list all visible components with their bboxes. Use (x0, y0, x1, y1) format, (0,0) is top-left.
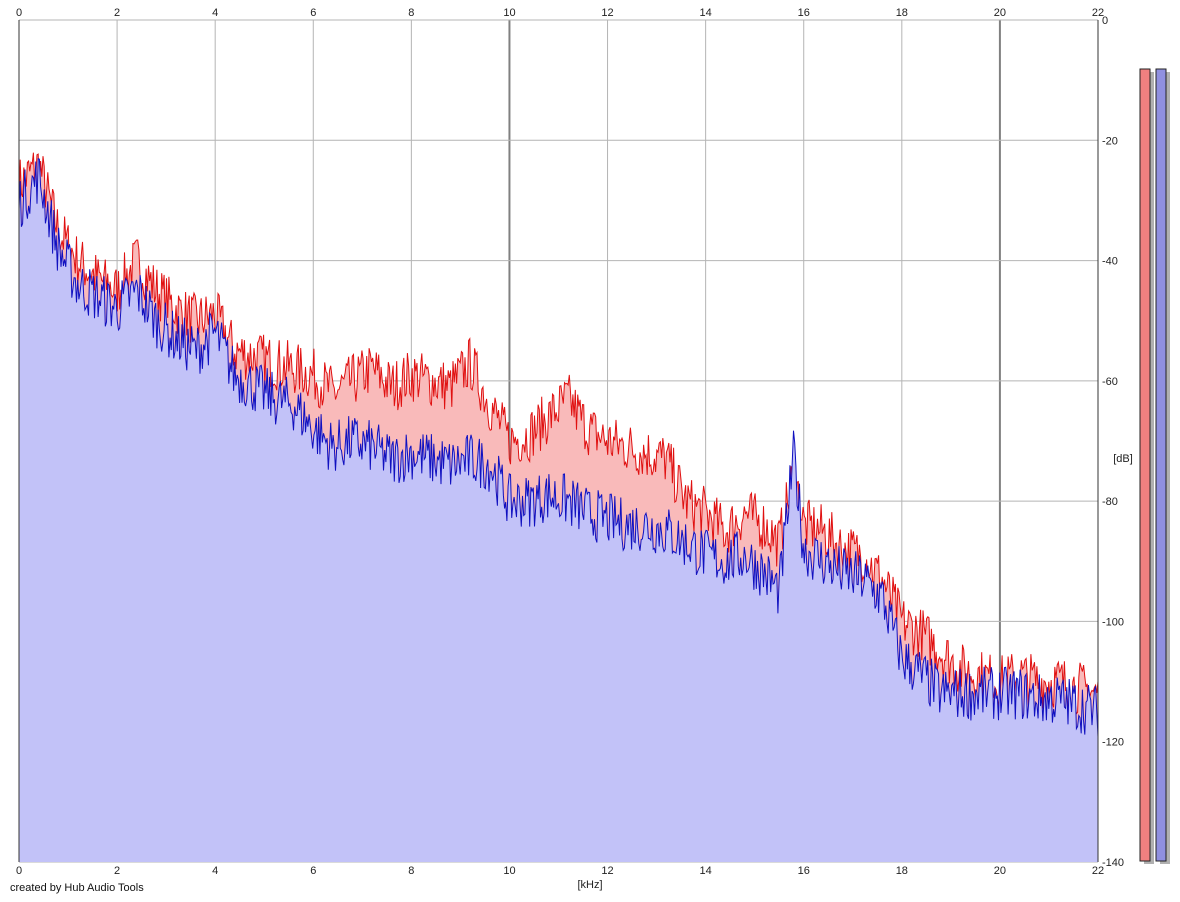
x-tick-label-bottom: 12 (601, 865, 613, 877)
series-area-right (19, 158, 1098, 863)
x-tick-labels-bottom: 0 2 4 6 8 10 12 14 16 18 20 22 (16, 865, 1104, 877)
x-tick-label-top: 22 (1092, 7, 1104, 19)
x-tick-label-bottom: 8 (408, 865, 414, 877)
x-tick-label-bottom: 6 (310, 865, 316, 877)
x-tick-label-top: 14 (700, 7, 712, 19)
level-meters (1139, 68, 1170, 864)
x-tick-label-top: 8 (408, 7, 414, 19)
x-tick-label-bottom: 0 (16, 865, 22, 877)
x-tick-label-top: 10 (503, 7, 515, 19)
x-tick-label-top: 18 (896, 7, 908, 19)
y-tick-label: -40 (1102, 256, 1118, 268)
x-tick-label-bottom: 14 (700, 865, 712, 877)
spectrum-areas (18, 152, 1099, 863)
x-tick-label-bottom: 18 (896, 865, 908, 877)
x-tick-label-bottom: 2 (114, 865, 120, 877)
x-tick-label-top: 0 (16, 7, 22, 19)
y-tick-labels: 0 -20 -40 -60 -80 -100 -120 -140 (1102, 15, 1124, 869)
meter-left (1139, 68, 1151, 862)
meter-right (1155, 68, 1167, 862)
y-axis-label: [dB] (1113, 453, 1133, 465)
y-tick-label: -120 (1102, 737, 1124, 749)
y-tick-label: 0 (1102, 15, 1108, 27)
x-tick-label-top: 16 (798, 7, 810, 19)
x-tick-label-top: 20 (994, 7, 1006, 19)
y-tick-label: -60 (1102, 376, 1118, 388)
x-tick-label-top: 12 (601, 7, 613, 19)
x-tick-label-bottom: 20 (994, 865, 1006, 877)
x-tick-label-bottom: 22 (1092, 865, 1104, 877)
x-tick-label-bottom: 4 (212, 865, 218, 877)
y-tick-label: -140 (1102, 857, 1124, 869)
x-tick-label-top: 4 (212, 7, 218, 19)
y-tick-label: -80 (1102, 496, 1118, 508)
y-tick-label: -100 (1102, 616, 1124, 628)
x-tick-label-top: 2 (114, 7, 120, 19)
x-axis-label: [kHz] (577, 879, 602, 891)
x-tick-label-top: 6 (310, 7, 316, 19)
x-tick-labels-top: 0 2 4 6 8 10 12 14 16 18 20 22 (16, 7, 1104, 19)
credit-text: created by Hub Audio Tools (10, 882, 144, 894)
y-tick-label: -20 (1102, 135, 1118, 147)
series-line-right (18, 158, 1099, 737)
x-tick-label-bottom: 10 (503, 865, 515, 877)
x-tick-label-bottom: 16 (798, 865, 810, 877)
plot-frame (18, 20, 1099, 862)
